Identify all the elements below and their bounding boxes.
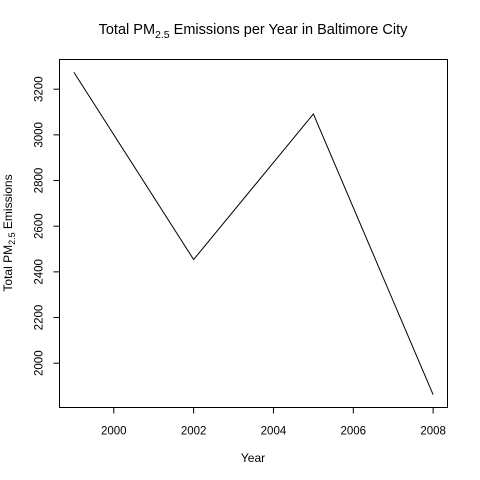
- y-axis: 2000 2200 2400 2600 2800 3000 3200: [34, 76, 60, 376]
- chart-title-suffix: Emissions per Year in Baltimore City: [170, 22, 408, 38]
- chart-title-prefix: Total PM: [99, 22, 155, 38]
- y-tick-label: 2000: [34, 350, 46, 376]
- y-tick-label: 2400: [34, 259, 46, 285]
- y-tick-label: 3000: [34, 122, 46, 148]
- x-tick-label: 2006: [340, 426, 366, 438]
- series-group: [73, 71, 434, 395]
- y-tick-label: 2600: [34, 213, 46, 239]
- x-axis-label: Year: [241, 451, 265, 465]
- chart-title-subscript: 2.5: [155, 29, 170, 41]
- y-axis-label-subscript: 2.5: [7, 232, 17, 245]
- chart-title: Total PM2.5 Emissions per Year in Baltim…: [99, 22, 409, 41]
- x-axis: 2000 2002 2004 2006 2008: [101, 407, 446, 438]
- x-tick-label: 2008: [420, 426, 446, 438]
- plot-frame: [59, 59, 448, 408]
- series-line: [73, 71, 434, 395]
- y-tick-label: 2200: [34, 305, 46, 331]
- y-tick-label: 2800: [34, 168, 46, 194]
- y-axis-label-prefix: Total PM: [1, 245, 15, 292]
- x-tick-label: 2000: [101, 426, 127, 438]
- x-tick-label: 2004: [261, 426, 287, 438]
- x-tick-label: 2002: [181, 426, 207, 438]
- y-axis-label: Total PM2.5 Emissions: [1, 174, 17, 291]
- y-axis-label-suffix: Emissions: [1, 174, 15, 232]
- y-tick-label: 3200: [34, 76, 46, 102]
